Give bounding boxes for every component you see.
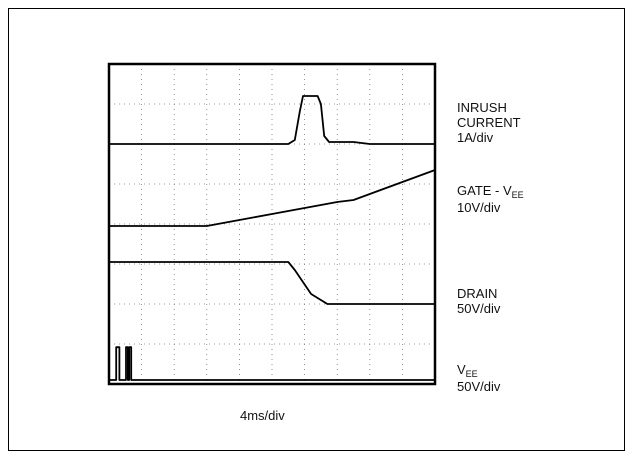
vee-title-text: V xyxy=(457,362,466,377)
vee-title: VEE xyxy=(457,362,500,379)
vee-scale: 50V/div xyxy=(457,379,501,394)
inrush-title-line1: INRUSH xyxy=(457,100,507,115)
label-inrush-current: INRUSH CURRENT 1A/div xyxy=(457,100,521,145)
trace-drain xyxy=(109,261,435,305)
inrush-title-line2: CURRENT xyxy=(457,115,521,130)
label-gate-vee: GATE - VEE 10V/div xyxy=(457,183,524,215)
trace-vee xyxy=(109,346,435,381)
drain-scale: 50V/div xyxy=(457,301,501,316)
gate-title: GATE - VEE xyxy=(457,183,524,200)
label-vee: VEE 50V/div xyxy=(457,362,500,394)
gate-title-sub: EE xyxy=(511,190,524,200)
vee-title-sub: EE xyxy=(465,369,478,379)
drain-title: DRAIN xyxy=(457,286,498,301)
trace-inrush-current xyxy=(109,95,435,145)
x-axis-label: 4ms/div xyxy=(240,408,285,423)
oscilloscope-screen xyxy=(107,62,437,386)
scope-border xyxy=(107,62,437,386)
inrush-scale: 1A/div xyxy=(457,130,494,145)
label-drain: DRAIN 50V/div xyxy=(457,286,500,316)
gate-title-text: GATE - V xyxy=(457,183,512,198)
figure-frame xyxy=(8,8,625,451)
scope-plot xyxy=(107,62,437,386)
trace-gate-vee xyxy=(109,169,436,227)
gate-scale: 10V/div xyxy=(457,200,501,215)
